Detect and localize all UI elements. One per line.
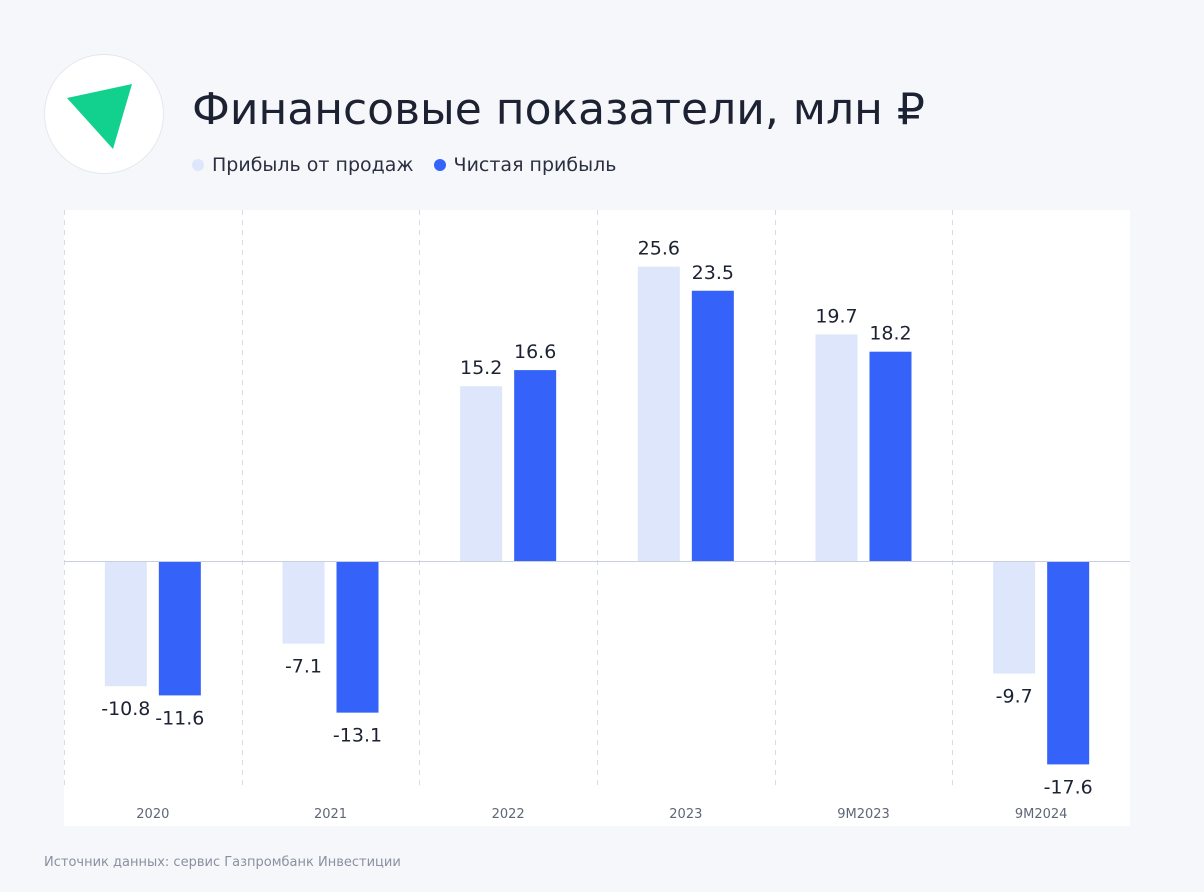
data-label: 25.6 <box>638 238 680 260</box>
bar <box>282 562 325 644</box>
legend-label-sales-profit: Прибыль от продаж <box>212 154 414 176</box>
x-tick-label: 2023 <box>669 807 702 822</box>
data-label: -9.7 <box>996 686 1033 708</box>
data-label: -10.8 <box>101 698 150 720</box>
data-label: 19.7 <box>815 305 857 327</box>
bar <box>460 386 503 561</box>
source-note: Источник данных: сервис Газпромбанк Инве… <box>44 855 401 870</box>
bar <box>514 370 557 561</box>
bar <box>1047 562 1090 765</box>
x-tick-label: 2020 <box>136 807 169 822</box>
bar-chart: -10.8 -11.6 2020 -7.1 -13.1 2021 15.2 16.6 2022 2… <box>64 210 1130 822</box>
bar <box>869 351 912 561</box>
chart-title: Финансовые показатели, млн ₽ <box>192 84 925 135</box>
data-label: 18.2 <box>869 323 911 345</box>
data-label: -7.1 <box>285 656 322 678</box>
data-label: 23.5 <box>692 262 734 284</box>
data-label: -11.6 <box>155 707 204 729</box>
bar <box>637 266 680 561</box>
bar <box>691 290 734 561</box>
legend-item-sales-profit: Прибыль от продаж <box>192 154 414 176</box>
x-tick-label: 2021 <box>314 807 347 822</box>
bar <box>993 562 1036 674</box>
x-tick-label: 9M2024 <box>1015 807 1068 822</box>
legend-swatch-sales-profit <box>192 159 204 171</box>
data-label: 16.6 <box>514 341 556 363</box>
legend-label-net-profit: Чистая прибыль <box>453 154 617 176</box>
legend-swatch-net-profit <box>433 159 446 171</box>
x-tick-label: 9M2023 <box>837 807 890 822</box>
chart-panel: -10.8 -11.6 2020 -7.1 -13.1 2021 15.2 16.6 2022 2… <box>64 210 1130 826</box>
bar <box>815 334 858 561</box>
legend: Прибыль от продаж Чистая прибыль <box>192 154 636 176</box>
x-tick-label: 2022 <box>492 807 525 822</box>
bar <box>104 562 147 687</box>
triangle-logo-icon <box>67 84 132 149</box>
data-label: -13.1 <box>333 725 382 747</box>
bar <box>336 562 379 713</box>
logo <box>44 54 164 174</box>
data-label: -17.6 <box>1044 776 1093 798</box>
bar <box>158 562 201 696</box>
data-label: 15.2 <box>460 357 502 379</box>
legend-item-net-profit: Чистая прибыль <box>433 154 617 176</box>
